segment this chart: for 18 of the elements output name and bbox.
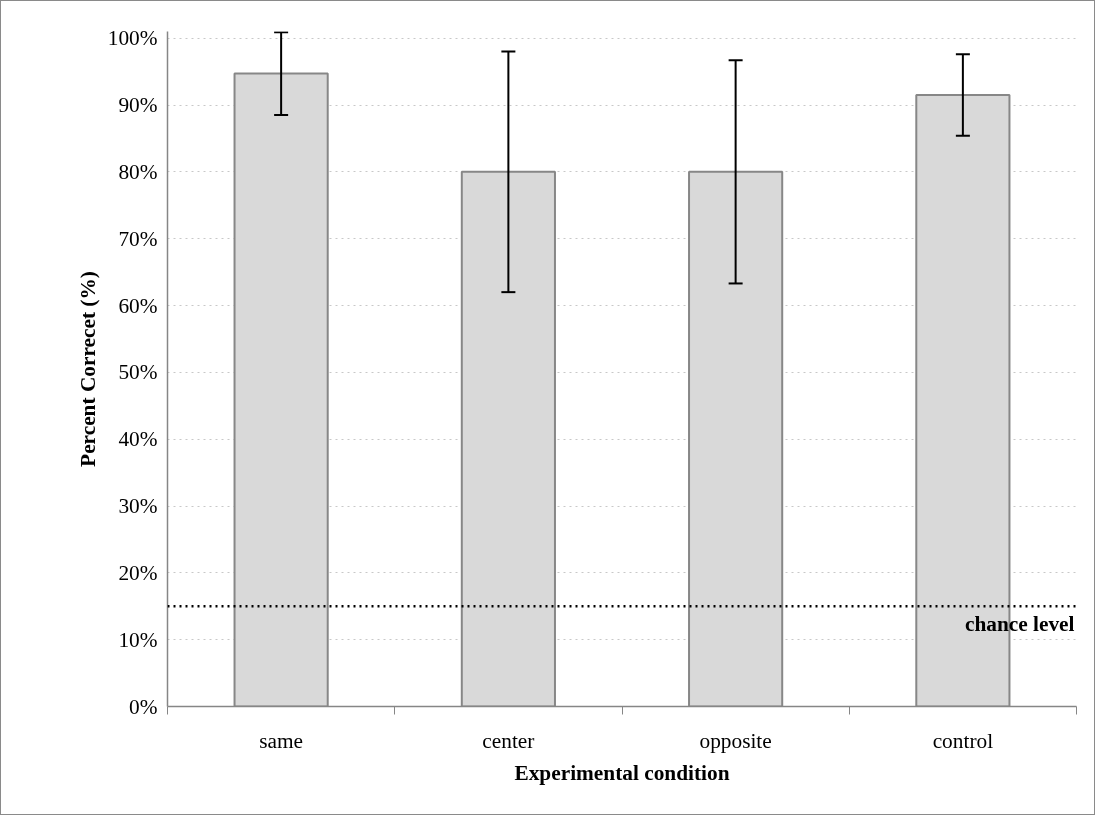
y-tick-label: 0% (129, 694, 158, 719)
y-tick-label: 20% (118, 560, 158, 585)
y-tick-label: 90% (118, 93, 158, 118)
y-tick-label: 50% (118, 360, 158, 385)
y-tick-label: 80% (118, 159, 158, 184)
y-tick-label: 60% (118, 293, 158, 318)
y-tick-label: 70% (118, 226, 158, 251)
x-tick-label: same (259, 728, 304, 753)
y-tick-label: 30% (118, 494, 158, 518)
y-tick-label: 10% (118, 627, 158, 652)
y-axis-title: Percent Correcet (%) (75, 271, 100, 467)
y-tick-label: 100% (107, 26, 158, 51)
ref-line-label: chance level (964, 612, 1075, 637)
x-tick-label: control (932, 728, 994, 753)
x-tick-label: opposite (699, 728, 772, 753)
x-tick-label: center (482, 728, 535, 753)
x-axis-title: Experimental condition (514, 760, 730, 785)
y-tick-label: 40% (118, 427, 158, 452)
